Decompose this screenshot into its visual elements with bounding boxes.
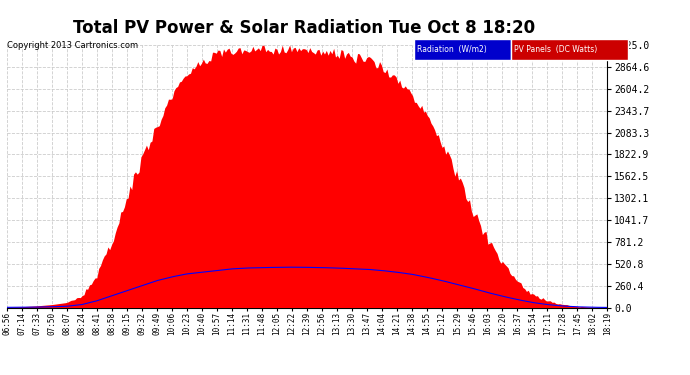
Text: Copyright 2013 Cartronics.com: Copyright 2013 Cartronics.com	[7, 41, 138, 50]
Text: PV Panels  (DC Watts): PV Panels (DC Watts)	[514, 45, 598, 54]
Text: Radiation  (W/m2): Radiation (W/m2)	[417, 45, 487, 54]
Text: Total PV Power & Solar Radiation Tue Oct 8 18:20: Total PV Power & Solar Radiation Tue Oct…	[72, 19, 535, 37]
